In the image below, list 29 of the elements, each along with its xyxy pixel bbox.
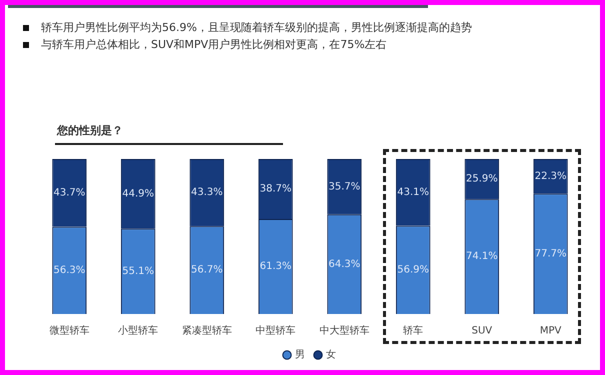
x-tick-label: SUV (472, 326, 492, 337)
data-label: 44.9% (122, 188, 154, 200)
data-label: 56.7% (190, 264, 223, 276)
legend-label: 女 (326, 348, 336, 361)
data-label: 43.3% (190, 187, 223, 198)
legend-label: 男 (295, 350, 305, 361)
data-label: 25.9% (466, 174, 498, 185)
x-tick-label: 中大型轿车 (319, 324, 370, 337)
text: 轿车用户男性比例平均为56.9%，且呈现随着轿车级别的提高，男性比例逐渐提高的趋势 (41, 20, 472, 36)
data-label: 61.3% (260, 261, 292, 272)
x-tick-label: 紧凑型轿车 (182, 324, 232, 337)
x-tick-label: 轿车 (403, 324, 424, 337)
chart-title: 您的性别是？ (57, 123, 123, 138)
data-label: 22.3% (534, 170, 567, 182)
x-tick-label: MPV (540, 326, 562, 337)
x-tick-label: 小型轿车 (118, 324, 158, 337)
data-label: 55.1% (122, 266, 154, 277)
data-label: 56.9% (397, 264, 430, 276)
data-label: 43.1% (397, 186, 430, 198)
x-tick-label: 中型轿车 (256, 324, 296, 337)
data-label: 43.7% (53, 187, 86, 198)
data-label: 77.7% (534, 248, 567, 260)
x-tick-label: 微型轿车 (49, 324, 90, 337)
data-label: 38.7% (260, 184, 292, 195)
text: 与轿车用户总体相比，SUV和MPV用户男性比例相对更高，在75%左右 (41, 37, 387, 53)
data-label: 35.7% (328, 181, 360, 192)
data-label: 56.3% (53, 264, 86, 276)
data-label: 64.3% (328, 258, 360, 270)
data-label: 74.1% (466, 251, 498, 262)
